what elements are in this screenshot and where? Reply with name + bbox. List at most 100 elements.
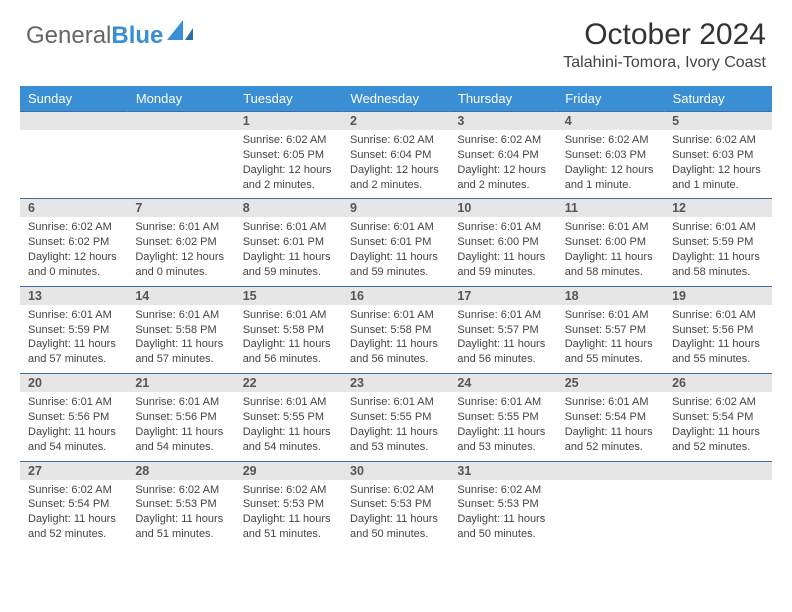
detail-line: Sunset: 5:55 PM	[350, 410, 441, 425]
detail-line: Sunrise: 6:02 AM	[243, 133, 334, 148]
day-details: Sunrise: 6:02 AMSunset: 6:03 PMDaylight:…	[557, 130, 664, 198]
day-cell: 8Sunrise: 6:01 AMSunset: 6:01 PMDaylight…	[235, 199, 342, 286]
day-cell: 22Sunrise: 6:01 AMSunset: 5:55 PMDayligh…	[235, 374, 342, 461]
detail-line: Sunrise: 6:02 AM	[350, 133, 441, 148]
day-number: 5	[664, 112, 771, 130]
week-row: 6Sunrise: 6:02 AMSunset: 6:02 PMDaylight…	[20, 199, 772, 286]
day-cell: 7Sunrise: 6:01 AMSunset: 6:02 PMDaylight…	[127, 199, 234, 286]
day-number: 26	[664, 374, 771, 392]
day-number: 4	[557, 112, 664, 130]
brand-part2: Blue	[111, 22, 163, 50]
weekday-header: Tuesday	[235, 86, 342, 112]
day-details: Sunrise: 6:02 AMSunset: 6:04 PMDaylight:…	[342, 130, 449, 198]
day-cell: 9Sunrise: 6:01 AMSunset: 6:01 PMDaylight…	[342, 199, 449, 286]
detail-line: Sunrise: 6:01 AM	[28, 308, 119, 323]
detail-line: Sunset: 5:55 PM	[243, 410, 334, 425]
day-details: Sunrise: 6:01 AMSunset: 6:01 PMDaylight:…	[342, 217, 449, 285]
detail-line: Sunset: 5:56 PM	[135, 410, 226, 425]
day-details: Sunrise: 6:02 AMSunset: 6:03 PMDaylight:…	[664, 130, 771, 198]
day-details	[557, 480, 664, 489]
detail-line: Sunset: 5:59 PM	[28, 323, 119, 338]
detail-line: Daylight: 11 hours and 51 minutes.	[243, 512, 334, 542]
day-cell: 4Sunrise: 6:02 AMSunset: 6:03 PMDaylight…	[557, 112, 664, 199]
detail-line: Sunrise: 6:02 AM	[672, 395, 763, 410]
detail-line: Sunrise: 6:02 AM	[135, 483, 226, 498]
detail-line: Daylight: 11 hours and 57 minutes.	[135, 337, 226, 367]
detail-line: Sunset: 5:58 PM	[350, 323, 441, 338]
detail-line: Daylight: 11 hours and 54 minutes.	[243, 425, 334, 455]
day-cell	[664, 461, 771, 548]
detail-line: Sunset: 5:56 PM	[672, 323, 763, 338]
detail-line: Sunrise: 6:01 AM	[243, 308, 334, 323]
day-cell: 16Sunrise: 6:01 AMSunset: 5:58 PMDayligh…	[342, 286, 449, 373]
day-cell: 21Sunrise: 6:01 AMSunset: 5:56 PMDayligh…	[127, 374, 234, 461]
detail-line: Sunrise: 6:02 AM	[672, 133, 763, 148]
day-details: Sunrise: 6:02 AMSunset: 5:53 PMDaylight:…	[342, 480, 449, 548]
day-details: Sunrise: 6:02 AMSunset: 5:54 PMDaylight:…	[20, 480, 127, 548]
day-cell: 31Sunrise: 6:02 AMSunset: 5:53 PMDayligh…	[449, 461, 556, 548]
detail-line: Sunrise: 6:01 AM	[672, 220, 763, 235]
detail-line: Sunset: 5:59 PM	[672, 235, 763, 250]
detail-line: Sunset: 5:57 PM	[565, 323, 656, 338]
detail-line: Sunset: 5:57 PM	[457, 323, 548, 338]
detail-line: Daylight: 11 hours and 56 minutes.	[457, 337, 548, 367]
day-details: Sunrise: 6:01 AMSunset: 5:55 PMDaylight:…	[342, 392, 449, 460]
detail-line: Sunset: 6:04 PM	[457, 148, 548, 163]
day-details: Sunrise: 6:01 AMSunset: 5:57 PMDaylight:…	[557, 305, 664, 373]
day-details: Sunrise: 6:01 AMSunset: 5:56 PMDaylight:…	[20, 392, 127, 460]
detail-line: Daylight: 11 hours and 52 minutes.	[672, 425, 763, 455]
day-details: Sunrise: 6:01 AMSunset: 5:58 PMDaylight:…	[235, 305, 342, 373]
day-number: 31	[449, 462, 556, 480]
day-number: 27	[20, 462, 127, 480]
detail-line: Sunset: 5:53 PM	[243, 497, 334, 512]
day-cell: 5Sunrise: 6:02 AMSunset: 6:03 PMDaylight…	[664, 112, 771, 199]
day-cell	[557, 461, 664, 548]
detail-line: Sunset: 5:53 PM	[457, 497, 548, 512]
detail-line: Sunset: 6:04 PM	[350, 148, 441, 163]
detail-line: Sunrise: 6:02 AM	[457, 133, 548, 148]
day-cell: 20Sunrise: 6:01 AMSunset: 5:56 PMDayligh…	[20, 374, 127, 461]
day-number: 6	[20, 199, 127, 217]
day-cell: 30Sunrise: 6:02 AMSunset: 5:53 PMDayligh…	[342, 461, 449, 548]
day-details: Sunrise: 6:02 AMSunset: 5:53 PMDaylight:…	[235, 480, 342, 548]
detail-line: Sunset: 6:01 PM	[350, 235, 441, 250]
detail-line: Daylight: 12 hours and 1 minute.	[672, 163, 763, 193]
day-number: 17	[449, 287, 556, 305]
day-number: 20	[20, 374, 127, 392]
detail-line: Daylight: 11 hours and 58 minutes.	[672, 250, 763, 280]
day-details: Sunrise: 6:01 AMSunset: 5:55 PMDaylight:…	[449, 392, 556, 460]
day-number: 25	[557, 374, 664, 392]
day-cell: 19Sunrise: 6:01 AMSunset: 5:56 PMDayligh…	[664, 286, 771, 373]
day-cell: 1Sunrise: 6:02 AMSunset: 6:05 PMDaylight…	[235, 112, 342, 199]
detail-line: Sunrise: 6:02 AM	[350, 483, 441, 498]
detail-line: Sunrise: 6:01 AM	[672, 308, 763, 323]
day-number: 18	[557, 287, 664, 305]
day-number	[20, 112, 127, 130]
detail-line: Daylight: 11 hours and 57 minutes.	[28, 337, 119, 367]
detail-line: Daylight: 11 hours and 58 minutes.	[565, 250, 656, 280]
detail-line: Daylight: 11 hours and 59 minutes.	[350, 250, 441, 280]
day-details: Sunrise: 6:01 AMSunset: 5:56 PMDaylight:…	[664, 305, 771, 373]
day-number: 23	[342, 374, 449, 392]
detail-line: Daylight: 11 hours and 52 minutes.	[28, 512, 119, 542]
detail-line: Sunrise: 6:01 AM	[243, 395, 334, 410]
day-number: 21	[127, 374, 234, 392]
day-number: 11	[557, 199, 664, 217]
detail-line: Daylight: 11 hours and 51 minutes.	[135, 512, 226, 542]
day-number: 19	[664, 287, 771, 305]
day-number: 28	[127, 462, 234, 480]
detail-line: Sunrise: 6:02 AM	[243, 483, 334, 498]
detail-line: Sunset: 6:02 PM	[28, 235, 119, 250]
day-details: Sunrise: 6:01 AMSunset: 6:00 PMDaylight:…	[449, 217, 556, 285]
detail-line: Daylight: 12 hours and 1 minute.	[565, 163, 656, 193]
detail-line: Daylight: 11 hours and 55 minutes.	[672, 337, 763, 367]
detail-line: Daylight: 11 hours and 54 minutes.	[135, 425, 226, 455]
day-number: 13	[20, 287, 127, 305]
detail-line: Sunset: 6:05 PM	[243, 148, 334, 163]
detail-line: Sunrise: 6:01 AM	[457, 395, 548, 410]
detail-line: Sunset: 5:54 PM	[28, 497, 119, 512]
detail-line: Sunrise: 6:01 AM	[565, 395, 656, 410]
day-number	[557, 462, 664, 480]
day-cell: 13 Sunrise: 6:01 AMSunset: 5:59 PMDayligh…	[20, 286, 127, 373]
day-details: Sunrise: 6:01 AMSunset: 6:01 PMDaylight:…	[235, 217, 342, 285]
